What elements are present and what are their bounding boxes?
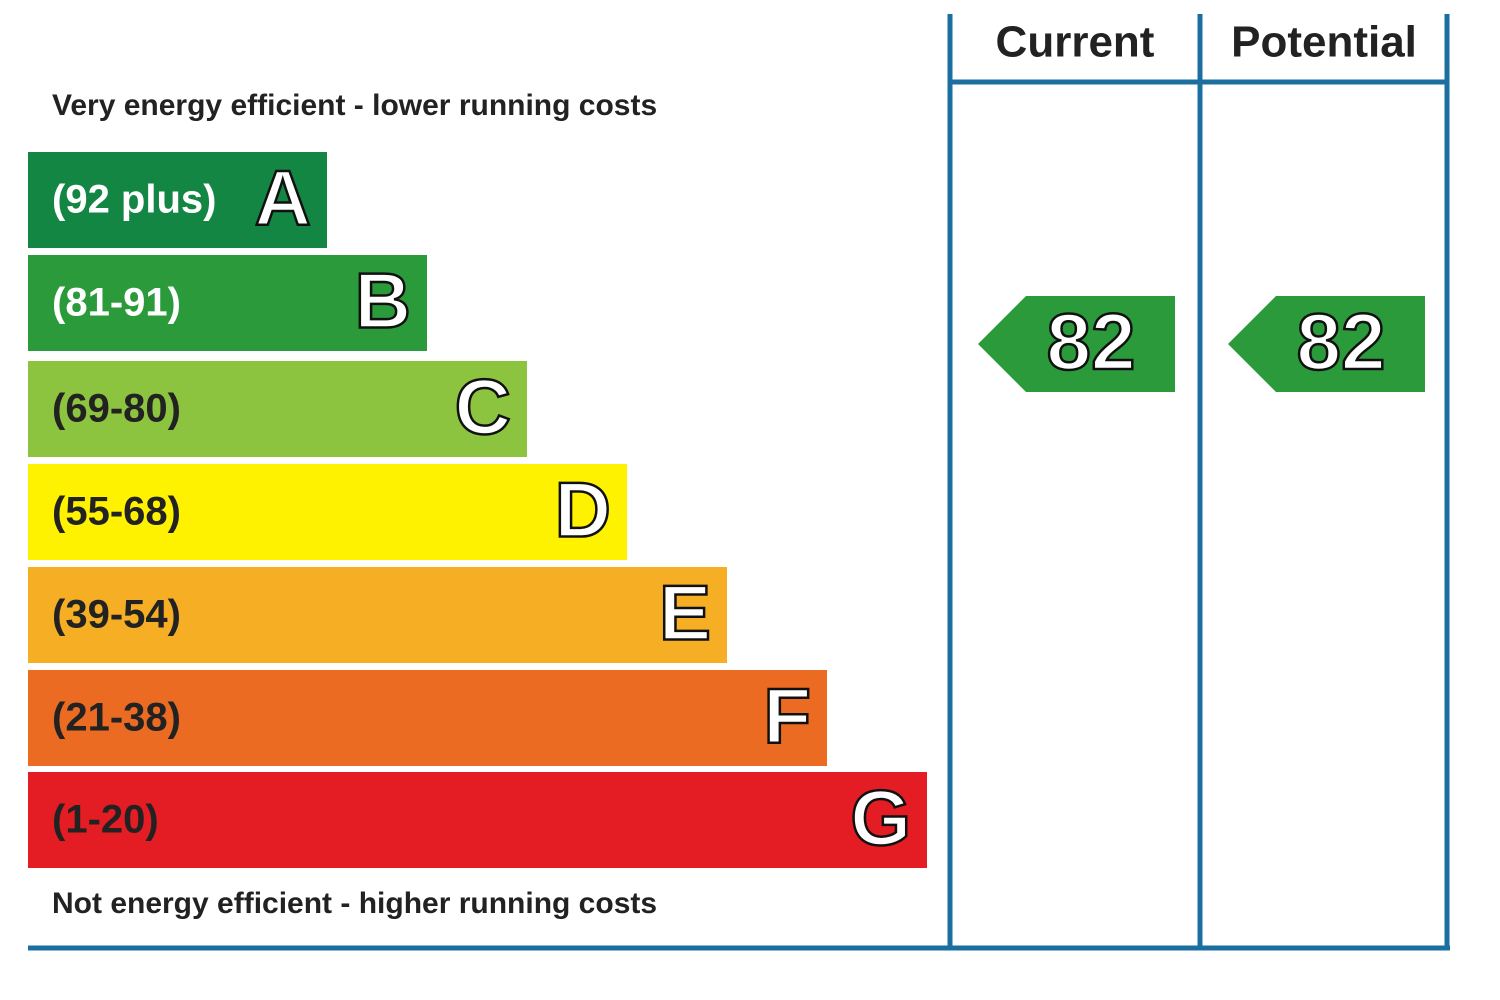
band-range: (92 plus) xyxy=(52,178,216,222)
current-arrow xyxy=(978,296,1175,392)
band-letter: G xyxy=(850,774,911,862)
band-range: (69-80) xyxy=(52,387,181,431)
band-range: (81-91) xyxy=(52,281,181,325)
band-letter: F xyxy=(763,672,811,760)
band-range: (55-68) xyxy=(52,490,181,534)
band-range: (1-20) xyxy=(52,798,159,842)
band-range: (21-38) xyxy=(52,696,181,740)
potential-rating: 82 xyxy=(1297,297,1386,386)
current-header: Current xyxy=(996,18,1155,67)
band-bar xyxy=(28,670,827,766)
band-letter: A xyxy=(255,154,311,242)
current-rating: 82 xyxy=(1047,297,1136,386)
band-letter: B xyxy=(355,257,411,345)
top-note: Very energy efficient - lower running co… xyxy=(52,89,657,122)
band-bar xyxy=(28,567,727,663)
potential-header: Potential xyxy=(1231,18,1417,67)
band-letter: E xyxy=(659,569,711,657)
band-bar xyxy=(28,361,527,457)
band-bar xyxy=(28,464,627,560)
band-bar xyxy=(28,152,327,248)
potential-arrow xyxy=(1228,296,1425,392)
band-bar xyxy=(28,772,927,868)
band-range: (39-54) xyxy=(52,593,181,637)
band-letter: D xyxy=(555,466,611,554)
band-bar xyxy=(28,255,427,351)
bottom-note: Not energy efficient - higher running co… xyxy=(52,887,657,920)
band-letter: C xyxy=(455,363,511,451)
